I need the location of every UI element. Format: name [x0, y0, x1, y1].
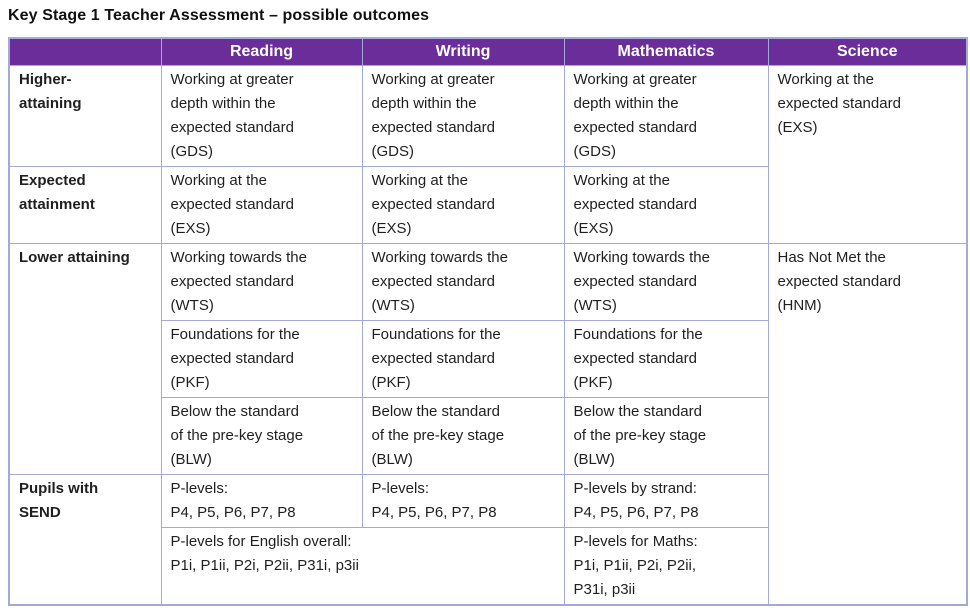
cell-send-writing-plevels: P-levels: P4, P5, P6, P7, P8	[361, 474, 565, 528]
header-mathematics: Mathematics	[563, 37, 769, 66]
cell-send-mathematics-plevels: P-levels by strand: P4, P5, P6, P7, P8	[563, 474, 769, 528]
cell-expected-reading: Working at the expected standard (EXS)	[160, 166, 363, 244]
row-send-overall: P-levels for English overall: P1i, P1ii,…	[9, 527, 967, 606]
cell-send-reading-plevels: P-levels: P4, P5, P6, P7, P8	[160, 474, 363, 528]
header-blank-cell	[8, 37, 162, 66]
cell-wts-mathematics: Working towards the expected standard (W…	[563, 243, 769, 321]
row-lower-wts: Lower attaining Working towards the expe…	[8, 243, 968, 606]
header-science: Science	[767, 37, 968, 66]
cell-science-exs: Working at the expected standard (EXS)	[767, 65, 968, 244]
cell-pkf-writing: Foundations for the expected standard (P…	[361, 320, 565, 398]
cell-higher-mathematics: Working at greater depth within the expe…	[563, 65, 769, 167]
header-writing: Writing	[361, 37, 565, 66]
row-label-higher-attaining: Higher- attaining	[8, 65, 162, 167]
cell-blw-writing: Below the standard of the pre-key stage …	[361, 397, 565, 475]
cell-wts-reading: Working towards the expected standard (W…	[160, 243, 363, 321]
row-lower-blw: Below the standard of the pre-key stage …	[9, 397, 967, 475]
row-expected-attainment: Expected attainment Working at the expec…	[8, 166, 967, 244]
page-title: Key Stage 1 Teacher Assessment – possibl…	[8, 7, 430, 24]
row-label-lower-attaining: Lower attaining	[8, 243, 162, 475]
cell-blw-mathematics: Below the standard of the pre-key stage …	[563, 397, 769, 475]
cell-science-hnm: Has Not Met the expected standard (HNM)	[767, 243, 968, 606]
cell-higher-reading: Working at greater depth within the expe…	[160, 65, 363, 167]
ks1-outcomes-table: Reading Writing Mathematics Science High…	[8, 37, 968, 606]
cell-expected-writing: Working at the expected standard (EXS)	[361, 166, 565, 244]
cell-pkf-mathematics: Foundations for the expected standard (P…	[563, 320, 769, 398]
row-lower-pkf: Foundations for the expected standard (P…	[9, 320, 967, 398]
header-reading: Reading	[160, 37, 363, 66]
row-send-plevels: Pupils with SEND P-levels: P4, P5, P6, P…	[8, 474, 967, 606]
header-row: Reading Writing Mathematics Science	[8, 37, 968, 66]
cell-send-maths-overall: P-levels for Maths: P1i, P1ii, P2i, P2ii…	[563, 527, 769, 606]
cell-expected-mathematics: Working at the expected standard (EXS)	[563, 166, 769, 244]
row-label-expected-attainment: Expected attainment	[8, 166, 162, 244]
cell-blw-reading: Below the standard of the pre-key stage …	[160, 397, 363, 475]
row-higher-attaining: Higher- attaining Working at greater dep…	[8, 65, 968, 244]
cell-wts-writing: Working towards the expected standard (W…	[361, 243, 565, 321]
cell-pkf-reading: Foundations for the expected standard (P…	[160, 320, 363, 398]
cell-send-english-overall: P-levels for English overall: P1i, P1ii,…	[160, 527, 565, 606]
cell-higher-writing: Working at greater depth within the expe…	[361, 65, 565, 167]
row-label-pupils-with-send: Pupils with SEND	[8, 474, 162, 606]
